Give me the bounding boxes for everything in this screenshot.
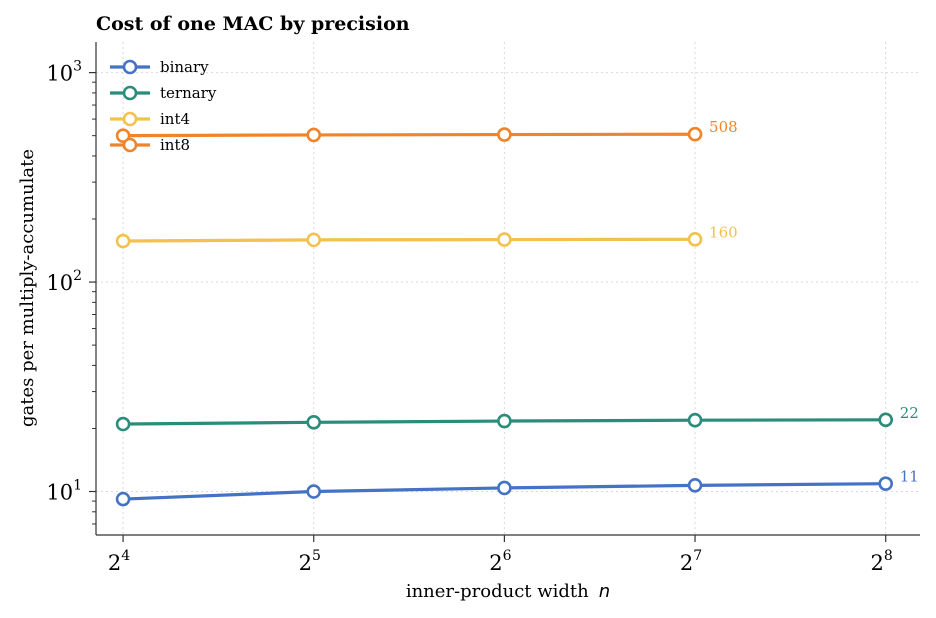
y-tick-label-base: 10 [46,62,73,86]
x-tick-label-exp: 5 [312,548,321,564]
x-axis-label-text: inner-product width [406,581,589,602]
data-point-binary [878,476,893,491]
legend-item-int4: int4 [110,110,190,128]
legend-item-binary: binary [110,58,209,76]
x-tick-label-exp: 8 [884,548,893,564]
data-point-ternary [115,416,131,432]
chart-title: Cost of one MAC by precision [96,13,410,35]
legend-label: ternary [160,84,217,102]
x-tick-label-base: 2 [871,551,884,575]
legend-swatch-marker [122,59,138,75]
legend-swatch-marker [122,85,138,101]
series-line-int8 [123,132,696,138]
x-tick-label: 27 [680,548,702,575]
y-tick-label: 101 [46,478,82,505]
legend-label: int8 [160,136,190,154]
x-tick-label-exp: 7 [693,548,702,564]
x-axis-label: inner-product width n [406,581,610,602]
end-label-int4: 160 [709,223,738,241]
x-tick-label-base: 2 [108,551,121,575]
series-binary: 11 [115,468,919,507]
legend-swatch-marker [122,111,138,127]
x-tick-label-base: 2 [489,551,502,575]
y-tick-label: 102 [46,268,82,295]
x-tick-label: 26 [489,548,511,575]
data-point-int4 [115,233,131,249]
series-int4: 160 [115,223,738,249]
data-point-int4 [497,232,512,247]
x-tick-label-base: 2 [680,551,693,575]
x-tick-label-exp: 4 [121,548,130,564]
grid [96,42,920,535]
end-label-ternary: 22 [900,404,919,422]
x-axis-label-var: n [599,581,610,602]
data-point-int8 [687,126,703,142]
x-tick-label: 24 [108,548,130,575]
data-point-binary [115,491,131,507]
x-tick-label-exp: 6 [503,548,512,564]
end-label-int8: 508 [709,118,738,136]
data-point-binary [497,480,512,496]
data-point-ternary [878,412,893,428]
series-line-int4 [123,237,696,243]
legend: binary ternary int4 int8 [110,58,217,154]
data-point-int8 [115,128,131,143]
end-label-binary: 11 [900,468,919,486]
legend-label: int4 [160,110,190,128]
data-point-ternary [687,412,703,428]
y-tick-label: 103 [46,59,82,86]
y-tick-label-base: 10 [46,271,73,295]
data-point-binary [687,478,703,493]
y-tick-label-exp: 1 [73,478,82,494]
legend-swatch-marker [122,137,138,153]
series-ternary: 22 [115,404,919,432]
data-point-int4 [306,232,322,248]
x-tick-label: 28 [871,548,893,575]
legend-item-int8: int8 [110,136,190,154]
data-point-ternary [497,413,512,429]
y-tick-label-base: 10 [46,481,73,505]
series-int8: 508 [115,118,738,143]
x-tick-label: 25 [299,548,321,575]
data-point-int8 [306,127,322,143]
data-point-binary [306,484,322,499]
y-axis-label: gates per multiply-accumulate [17,149,38,427]
legend-item-ternary: ternary [110,84,217,102]
x-tick-label-base: 2 [299,551,312,575]
data-point-ternary [306,415,322,430]
data-point-int4 [687,232,703,247]
y-tick-label-exp: 3 [73,59,82,75]
y-tick-label-exp: 2 [73,268,82,284]
series: 11 22 160 508 [115,118,919,507]
data-point-int8 [497,127,512,142]
legend-label: binary [160,58,209,76]
